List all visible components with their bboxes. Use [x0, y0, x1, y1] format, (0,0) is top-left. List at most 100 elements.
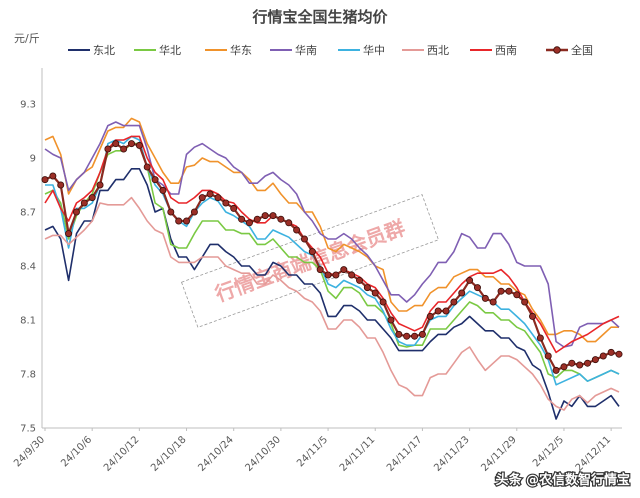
x-tick-label: 24/11/17	[385, 434, 425, 474]
data-point	[521, 298, 529, 306]
x-tick-label: 24/10/12	[102, 434, 142, 474]
data-point	[591, 356, 599, 364]
plot-area	[44, 117, 620, 420]
x-tick-label: 24/10/18	[149, 434, 189, 474]
chart-title: 行情宝全国生猪均价	[251, 8, 388, 26]
data-point	[348, 271, 356, 279]
data-point	[143, 163, 151, 171]
data-point	[513, 291, 521, 299]
data-point	[481, 294, 489, 302]
x-tick-label: 24/12/11	[574, 434, 614, 474]
series-line-华南	[44, 121, 620, 348]
x-tick-label: 24/9/30	[12, 434, 47, 469]
x-tick-label: 24/11/29	[479, 434, 519, 474]
legend-label: 华中	[363, 43, 385, 57]
data-point	[96, 181, 104, 189]
legend-marker	[553, 46, 561, 54]
data-point	[363, 284, 371, 292]
data-point	[340, 266, 348, 274]
data-point	[261, 212, 269, 220]
data-point	[371, 289, 379, 297]
data-point	[245, 219, 253, 227]
series-line-西北	[44, 196, 620, 411]
y-tick-label: 7.5	[20, 424, 36, 435]
y-tick-label: 8.1	[20, 316, 36, 327]
data-point	[403, 332, 411, 340]
data-point	[434, 307, 442, 315]
data-point	[253, 215, 261, 223]
y-tick-label: 8.4	[20, 262, 36, 273]
data-point	[505, 287, 513, 295]
x-tick-label: 24/12/5	[531, 434, 566, 469]
data-point	[135, 141, 143, 149]
data-point	[536, 334, 544, 342]
data-point	[316, 266, 324, 274]
legend-label: 全国	[571, 43, 593, 57]
data-point	[411, 332, 419, 340]
data-point	[544, 352, 552, 360]
data-point	[473, 284, 481, 292]
data-point	[529, 312, 537, 320]
data-point	[230, 204, 238, 212]
data-point	[80, 199, 88, 207]
data-point	[300, 235, 308, 243]
data-point	[159, 186, 167, 194]
data-point	[615, 350, 623, 358]
y-tick-label: 7.8	[20, 370, 36, 381]
data-point	[584, 359, 592, 367]
data-point	[332, 271, 340, 279]
data-point	[568, 359, 576, 367]
data-point	[183, 217, 191, 225]
data-point	[41, 176, 49, 184]
x-tick-label: 24/10/24	[196, 434, 236, 474]
legend-label: 西南	[495, 44, 517, 57]
data-point	[442, 307, 450, 315]
data-point	[222, 199, 230, 207]
data-point	[576, 361, 584, 369]
data-point	[308, 248, 316, 256]
data-point	[395, 330, 403, 338]
y-tick-label: 9.3	[20, 100, 36, 111]
data-point	[175, 217, 183, 225]
data-point	[387, 316, 395, 324]
data-point	[167, 208, 175, 216]
data-point	[151, 176, 159, 184]
data-point	[324, 271, 332, 279]
data-point	[65, 230, 73, 238]
x-tick-label: 24/11/23	[432, 434, 472, 474]
series-line-东北	[44, 168, 620, 420]
series-line-华东	[44, 117, 619, 343]
data-point	[112, 140, 120, 148]
data-point	[57, 181, 65, 189]
data-point	[607, 348, 615, 356]
x-tick-label: 24/10/6	[59, 434, 94, 469]
data-point	[497, 287, 505, 295]
data-point	[120, 145, 128, 153]
data-point	[450, 298, 458, 306]
credit-text: 头条 @农信数智行情宝	[495, 472, 630, 488]
markers	[41, 140, 623, 374]
x-tick-label: 24/11/5	[295, 434, 330, 469]
data-point	[190, 208, 198, 216]
data-point	[104, 145, 112, 153]
data-point	[426, 312, 434, 320]
data-point	[379, 298, 387, 306]
data-point	[206, 190, 214, 198]
data-point	[293, 226, 301, 234]
legend: 东北 华北 华东 华南 华中 西北 西南 全国	[68, 43, 593, 57]
legend-label: 华南	[295, 43, 317, 57]
x-tick-label: 24/10/30	[243, 434, 283, 474]
y-tick-label: 8.7	[20, 208, 36, 219]
data-point	[458, 289, 466, 297]
legend-label: 东北	[93, 44, 115, 57]
data-point	[560, 363, 568, 371]
data-point	[277, 215, 285, 223]
legend-label: 华东	[230, 43, 252, 57]
watermark: 行情宝商端信息会员群	[180, 194, 440, 328]
data-point	[214, 194, 222, 202]
data-point	[127, 140, 135, 148]
data-point	[72, 208, 80, 216]
data-point	[285, 219, 293, 227]
data-point	[489, 298, 497, 306]
